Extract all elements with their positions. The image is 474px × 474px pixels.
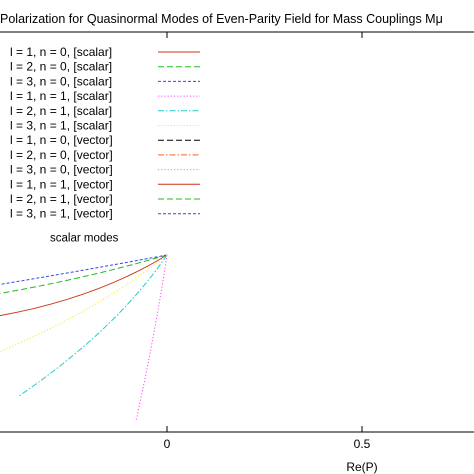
series-line-2 — [0, 254, 168, 285]
axes-group: -0.500.511.5Re(P) — [0, 31, 474, 474]
annotation-0: scalar modes — [50, 232, 119, 244]
x-tick-label-1: 0 — [164, 437, 171, 451]
legend-label-4: l = 2, n = 1, [scalar] — [10, 104, 112, 118]
legend-label-9: l = 1, n = 1, [vector] — [10, 177, 113, 191]
legend-label-2: l = 3, n = 0, [scalar] — [10, 74, 112, 88]
legend-label-3: l = 1, n = 1, [scalar] — [10, 89, 112, 103]
legend-label-8: l = 3, n = 0, [vector] — [10, 163, 113, 177]
legend-label-1: l = 2, n = 0, [scalar] — [10, 60, 112, 74]
x-tick-label-2: 0.5 — [354, 437, 371, 451]
legend: l = 1, n = 0, [scalar]l = 2, n = 0, [sca… — [10, 45, 200, 221]
series-line-3 — [135, 254, 168, 422]
series-line-4 — [18, 254, 168, 397]
legend-label-6: l = 1, n = 0, [vector] — [10, 133, 113, 147]
series-line-1 — [0, 254, 168, 294]
x-axis-label: Re(P) — [346, 460, 377, 474]
legend-label-11: l = 3, n = 1, [vector] — [10, 207, 113, 221]
legend-label-5: l = 3, n = 1, [scalar] — [10, 119, 112, 133]
legend-label-0: l = 1, n = 0, [scalar] — [10, 45, 112, 59]
series-line-0 — [0, 254, 168, 317]
chart-title: Polarization for Quasinormal Modes of Ev… — [0, 12, 443, 26]
legend-label-7: l = 2, n = 0, [vector] — [10, 148, 113, 162]
legend-label-10: l = 2, n = 1, [vector] — [10, 192, 113, 206]
series-layer — [0, 254, 168, 422]
